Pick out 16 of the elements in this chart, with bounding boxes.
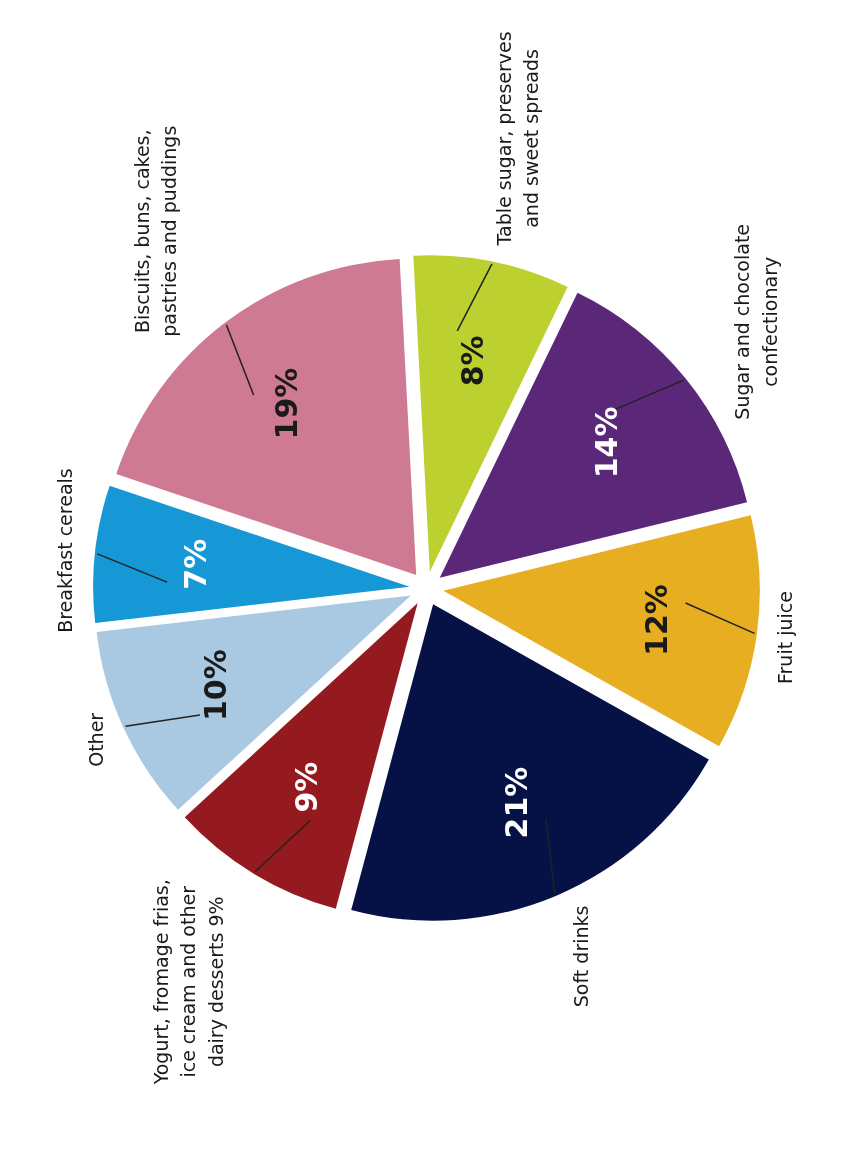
slice-label: Table sugar, preserves and sweet spreads [492,31,543,247]
data-label: 12% [639,584,675,656]
data-label: 9% [288,761,324,813]
data-label: 8% [454,335,490,387]
slice-label: Fruit juice [773,591,796,685]
data-label: 21% [498,766,534,839]
slice-label: Sugar and chocolate confectionary [731,223,781,420]
data-label: 14% [589,406,625,479]
data-label: 7% [178,538,214,590]
slice-label: Biscuits, buns, cakes, pastries and puddings [130,125,181,337]
slice-label: Breakfast cereals [54,468,77,633]
slice-label: Other [84,712,107,767]
data-label: 19% [268,367,304,440]
data-label: 10% [197,649,233,722]
slice-label: Yogurt, fromage frias, ice cream and other dairy desserts 9% [149,879,227,1086]
slice-label: Soft drinks [570,905,593,1008]
